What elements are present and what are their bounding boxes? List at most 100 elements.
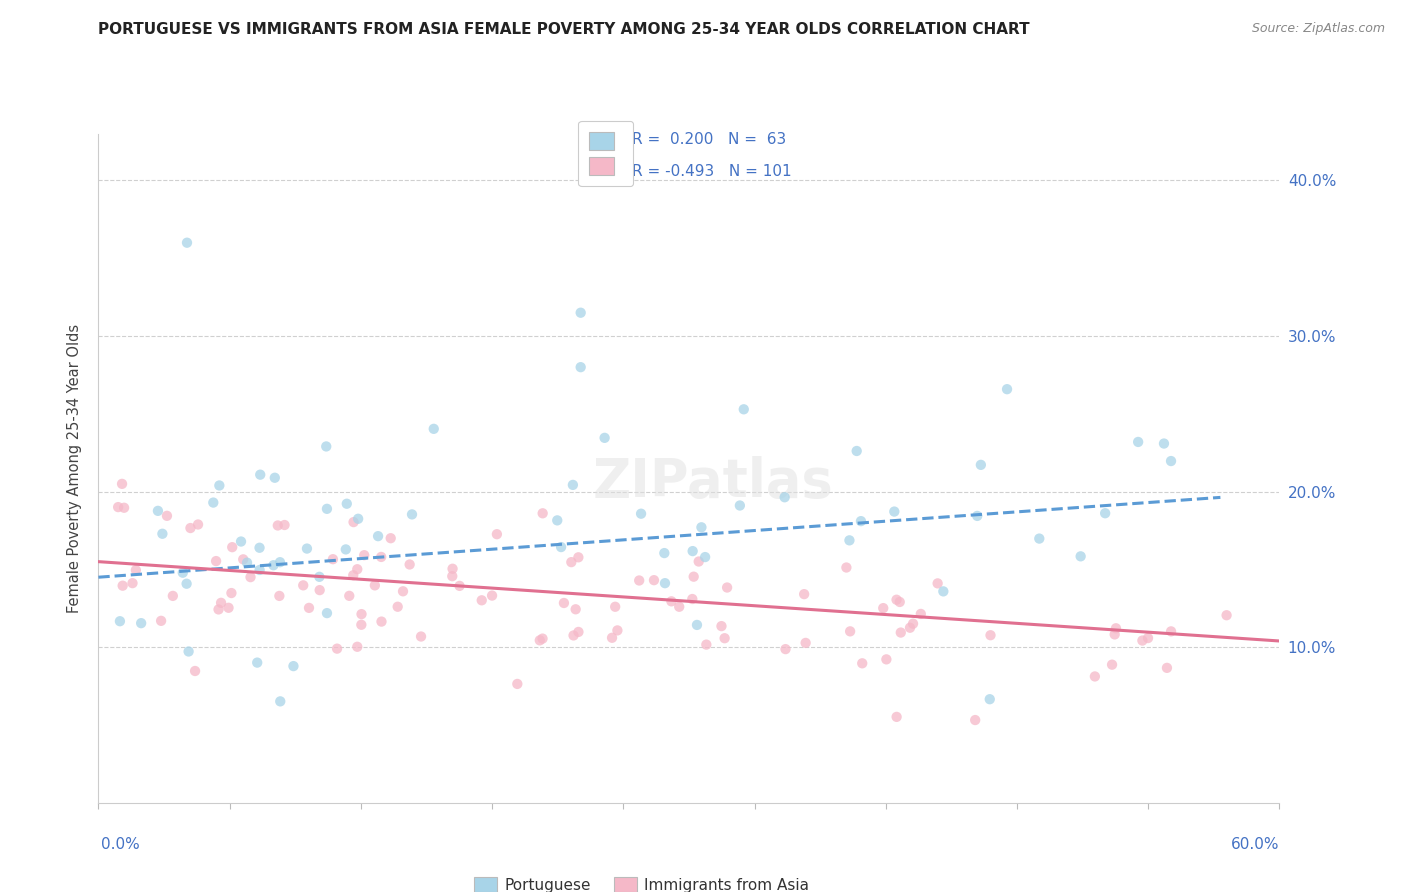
Point — [346, 562, 368, 576]
Point — [1070, 549, 1092, 564]
Point — [1084, 669, 1107, 683]
Point — [295, 541, 318, 556]
Point — [409, 630, 432, 644]
Point — [350, 607, 373, 621]
Point — [567, 624, 589, 639]
Point — [898, 621, 921, 635]
Point — [1137, 631, 1160, 645]
Point — [1160, 624, 1182, 639]
Point — [546, 513, 568, 527]
Point — [1215, 608, 1237, 623]
Legend: Portuguese, Immigrants from Asia: Portuguese, Immigrants from Asia — [468, 871, 815, 892]
Point — [630, 507, 652, 521]
Point — [839, 624, 862, 639]
Point — [316, 501, 339, 516]
Point — [1126, 434, 1149, 449]
Point — [688, 555, 710, 569]
Text: Source: ZipAtlas.com: Source: ZipAtlas.com — [1251, 22, 1385, 36]
Point — [249, 563, 271, 577]
Point — [218, 600, 240, 615]
Point — [232, 552, 254, 566]
Point — [125, 563, 148, 577]
Point — [202, 495, 225, 509]
Point — [146, 504, 169, 518]
Point — [875, 652, 897, 666]
Point — [600, 631, 623, 645]
Point — [1028, 532, 1050, 546]
Point — [681, 592, 703, 607]
Point — [316, 606, 339, 620]
Text: 0.0%: 0.0% — [101, 837, 141, 852]
Point — [838, 533, 860, 548]
Point — [481, 589, 503, 603]
Point — [668, 599, 690, 614]
Point — [229, 534, 252, 549]
Point — [1156, 661, 1178, 675]
Point — [995, 382, 1018, 396]
Point — [273, 518, 295, 533]
Point — [111, 476, 134, 491]
Point — [531, 632, 554, 646]
Point — [794, 636, 817, 650]
Point — [269, 589, 291, 603]
Point — [654, 546, 676, 560]
Point — [364, 578, 387, 592]
Point — [129, 616, 152, 631]
Text: ZIPatlas: ZIPatlas — [592, 456, 832, 508]
Point — [851, 657, 873, 671]
Point — [927, 576, 949, 591]
Point — [979, 692, 1001, 706]
Point — [569, 360, 592, 375]
Point — [322, 552, 344, 566]
Point — [367, 529, 389, 543]
Point — [209, 596, 232, 610]
Point — [889, 595, 911, 609]
Point — [562, 628, 585, 642]
Point — [886, 592, 908, 607]
Point — [249, 541, 271, 555]
Point — [398, 558, 420, 572]
Point — [690, 520, 713, 534]
Point — [263, 471, 285, 485]
Point — [221, 540, 243, 554]
Point — [262, 558, 284, 573]
Point — [162, 589, 184, 603]
Point — [553, 596, 575, 610]
Point — [1101, 657, 1123, 672]
Point — [205, 554, 228, 568]
Point — [380, 531, 402, 545]
Point — [236, 556, 259, 570]
Point — [560, 555, 582, 569]
Point — [773, 490, 796, 504]
Point — [150, 614, 173, 628]
Point — [221, 586, 243, 600]
Point — [179, 521, 201, 535]
Point — [246, 656, 269, 670]
Point — [346, 640, 368, 654]
Point — [979, 628, 1001, 642]
Point — [775, 642, 797, 657]
Point — [1105, 621, 1128, 635]
Text: R =  0.200   N =  63: R = 0.200 N = 63 — [631, 132, 786, 147]
Point — [686, 618, 709, 632]
Point — [485, 527, 508, 541]
Point — [682, 569, 704, 583]
Point — [654, 576, 676, 591]
Point — [315, 439, 337, 453]
Point — [283, 659, 305, 673]
Point — [793, 587, 815, 601]
Point — [121, 576, 143, 591]
Point — [901, 616, 924, 631]
Point — [370, 615, 392, 629]
Point — [506, 677, 529, 691]
Point — [643, 573, 665, 587]
Point — [207, 602, 229, 616]
Point — [292, 578, 315, 592]
Point — [269, 555, 291, 569]
Point — [1104, 627, 1126, 641]
Point — [298, 600, 321, 615]
Point — [176, 235, 198, 250]
Point — [561, 478, 583, 492]
Point — [849, 514, 872, 528]
Point — [156, 508, 179, 523]
